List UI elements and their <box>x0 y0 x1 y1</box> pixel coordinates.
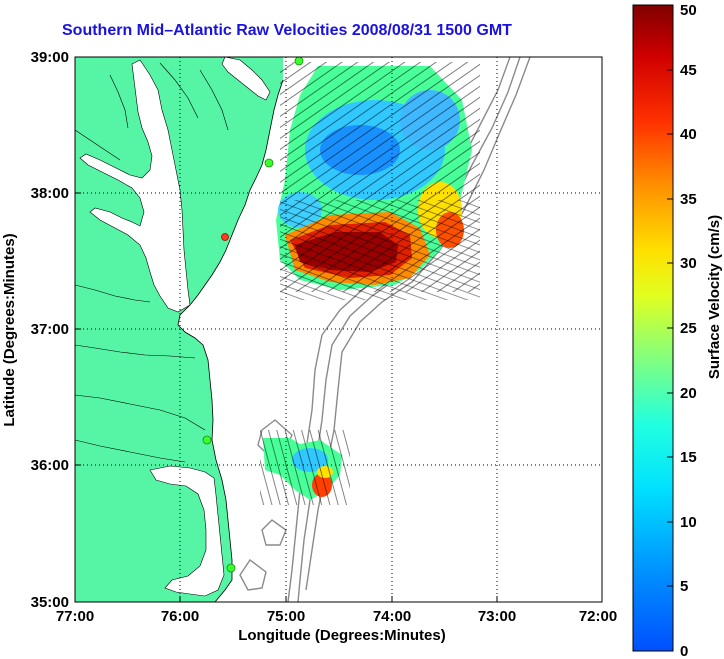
x-tick-label: 74:00 <box>373 608 411 625</box>
station-marker <box>226 563 236 573</box>
grid-lines <box>75 57 602 602</box>
pamlico-sound <box>149 465 225 597</box>
colorbar-tick-label: 40 <box>680 126 697 143</box>
x-tick-label: 77:00 <box>56 608 94 625</box>
x-tick-label: 75:00 <box>267 608 305 625</box>
colorbar-tick-label: 5 <box>680 578 688 595</box>
station-marker <box>221 233 229 241</box>
colorbar-label: Surface Velocity (cm/s) <box>706 215 723 379</box>
tick-marks <box>74 56 603 603</box>
colorbar-tick-label: 30 <box>680 255 697 272</box>
y-tick-label: 35:00 <box>31 594 69 611</box>
y-axis-label: Latitude (Degrees:Minutes) <box>1 233 18 426</box>
chesapeake-bay <box>79 59 191 313</box>
rivers <box>75 62 229 463</box>
station-marker <box>264 158 274 168</box>
colorbar-ticks <box>667 4 673 652</box>
colorbar <box>632 4 674 652</box>
x-tick-label: 73:00 <box>478 608 516 625</box>
map-title: Southern Mid–Atlantic Raw Velocities 200… <box>62 22 512 39</box>
y-tick-label: 38:00 <box>31 185 69 202</box>
coastline <box>177 79 284 602</box>
station-marker <box>294 57 304 66</box>
y-tick-label: 37:00 <box>31 321 69 338</box>
colorbar-tick-label: 45 <box>680 62 697 79</box>
y-tick-label: 36:00 <box>31 457 69 474</box>
x-axis-label: Longitude (Degrees:Minutes) <box>238 627 446 644</box>
station-markers <box>202 57 304 573</box>
colorbar-tick-label: 10 <box>680 514 697 531</box>
colorbar-tick-label: 35 <box>680 191 697 208</box>
colorbar-tick-label: 20 <box>680 385 697 402</box>
velocity-field-south <box>260 430 350 505</box>
y-tick-label: 39:00 <box>31 49 69 66</box>
velocity-field-north <box>276 62 480 300</box>
station-marker <box>202 435 212 445</box>
colorbar-tick-label: 25 <box>680 320 697 337</box>
colorbar-tick-label: 0 <box>680 643 688 659</box>
colorbar-tick-label: 50 <box>680 2 697 19</box>
delaware-bay <box>221 57 271 101</box>
x-tick-label: 76:00 <box>161 608 199 625</box>
x-tick-label: 72:00 <box>579 608 617 625</box>
colorbar-tick-label: 15 <box>680 449 697 466</box>
